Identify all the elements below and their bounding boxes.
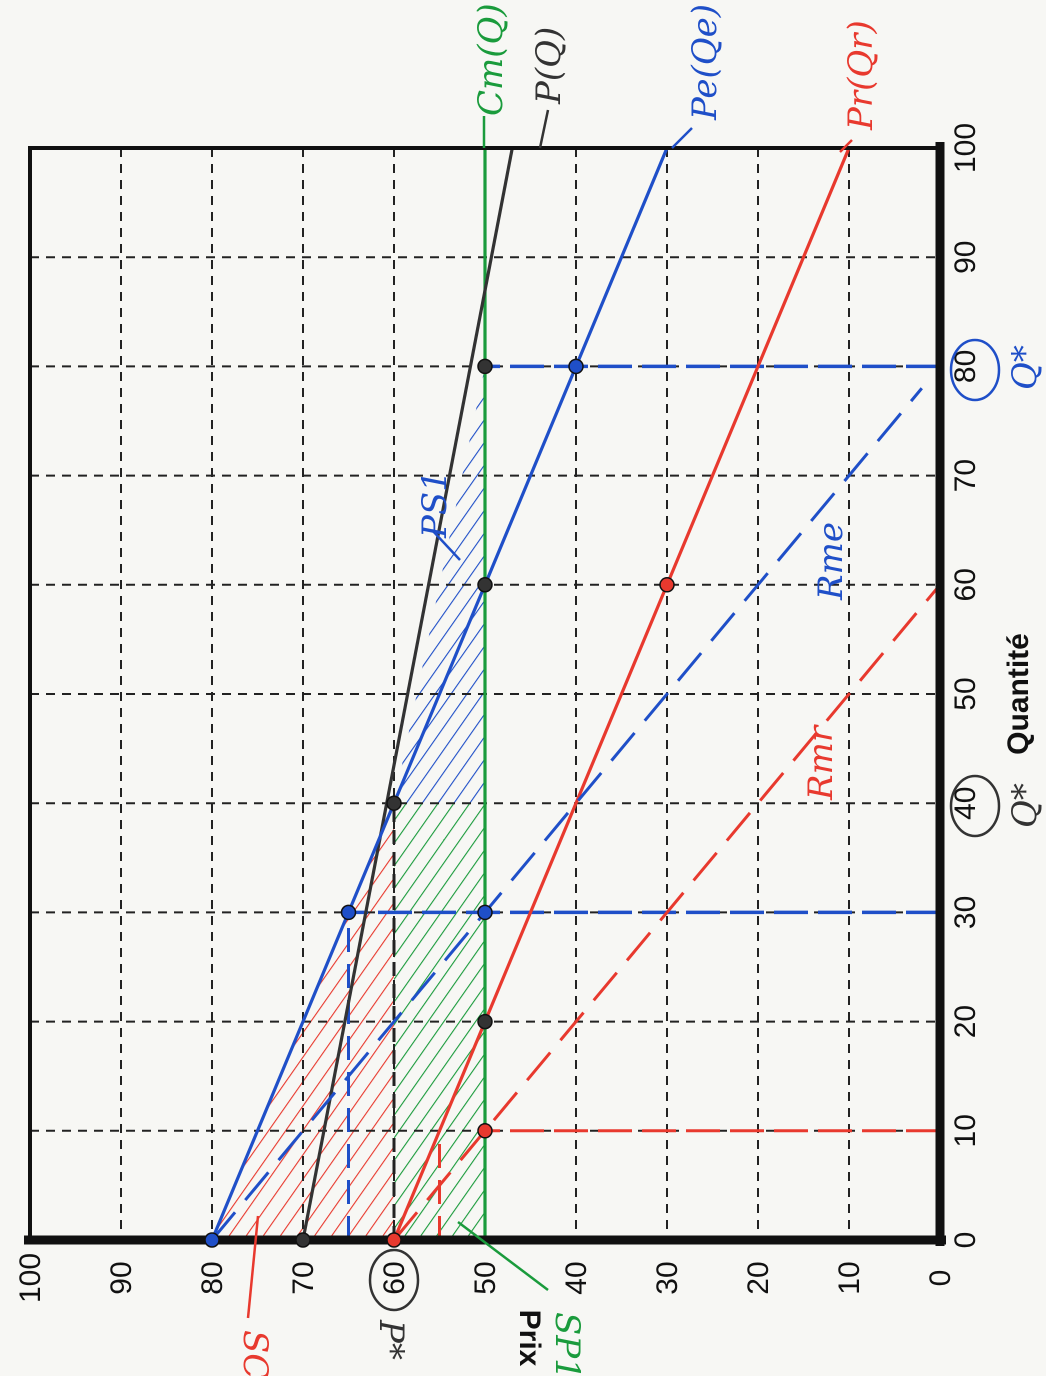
q-tick-label: 90 [949,241,982,274]
data-point [477,1013,493,1030]
pr-label: Pr(Qr) [841,20,881,131]
p-tick-label: 100 [14,1253,47,1303]
data-point [295,1232,311,1248]
data-point [659,577,675,593]
p-tick-label: 40 [560,1261,593,1294]
series-lines [210,147,942,1241]
pe-pointer [671,127,693,149]
p-pointer [538,109,550,149]
data-point [386,1232,402,1248]
p-tick-label: 90 [105,1261,138,1294]
data-point [340,904,357,921]
data-point [386,795,402,811]
p-tick-label: 0 [924,1270,957,1287]
q-circle [949,774,1001,838]
p-tick-label: 70 [287,1261,320,1294]
q-tick-label: 60 [949,568,982,601]
cm-label: Cm(Q) [471,3,511,116]
q-star-label: Q* [1005,345,1045,390]
data-point [477,1123,493,1139]
data-point [568,358,584,375]
p-tick-label: 80 [196,1261,229,1294]
data-point [477,577,493,593]
series-line-5 [392,583,942,1241]
x-axis-label: Quantité [1002,633,1035,755]
q-label: Q* [1005,783,1045,828]
q-star-circle [949,338,1001,402]
sc-pointer [246,1215,260,1319]
data-point [477,358,493,375]
series-line-1 [301,147,514,1241]
q-tick-label: 10 [949,1114,982,1147]
pr-pointer [839,139,853,153]
p-star-label: P* [371,1319,411,1360]
ps-pointer [431,529,461,561]
series-line-2 [210,147,669,1241]
q-tick-label: 100 [949,123,982,173]
p-label: P(Q) [529,27,569,105]
pe-label: Pe(Qe) [685,4,725,121]
q-tick-label: 20 [949,1005,982,1038]
labels: 0102030405060708090100010203040506070809… [14,3,1045,1376]
ps-area [394,366,485,804]
series-line-4 [210,387,923,1241]
p-circle [368,1248,420,1312]
data-point [477,904,493,921]
q-tick-label: 70 [949,459,982,492]
p-tick-label: 20 [742,1261,775,1294]
sc-label: SC [235,1330,275,1376]
rme-label: Rme [811,522,851,601]
rmr-label: Rmr [801,724,841,801]
q-tick-label: 50 [949,677,982,710]
p-tick-label: 30 [651,1261,684,1294]
p-tick-label: 10 [833,1261,866,1294]
series-line-3 [392,147,851,1241]
q-tick-label: 30 [949,896,982,929]
q-tick-label: 0 [949,1232,982,1249]
sp-label: SP1 [547,1312,587,1376]
producer-profit-area [394,803,485,1240]
p-tick-label: 50 [469,1261,502,1294]
y-axis-label: Prix [513,1310,546,1367]
data-point [204,1232,220,1248]
ps-label: PS1 [415,470,455,539]
data-points [204,358,675,1248]
p-tick-label: 60 [378,1261,411,1294]
sp-pointer [457,1221,549,1291]
